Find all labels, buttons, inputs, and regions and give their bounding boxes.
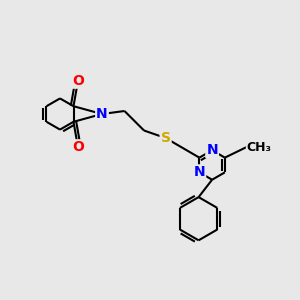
Text: O: O bbox=[72, 74, 84, 88]
Text: S: S bbox=[160, 131, 171, 145]
Text: N: N bbox=[194, 165, 205, 179]
Text: N: N bbox=[206, 143, 218, 157]
Text: N: N bbox=[96, 107, 108, 121]
Text: CH₃: CH₃ bbox=[247, 141, 272, 154]
Text: O: O bbox=[72, 140, 84, 154]
